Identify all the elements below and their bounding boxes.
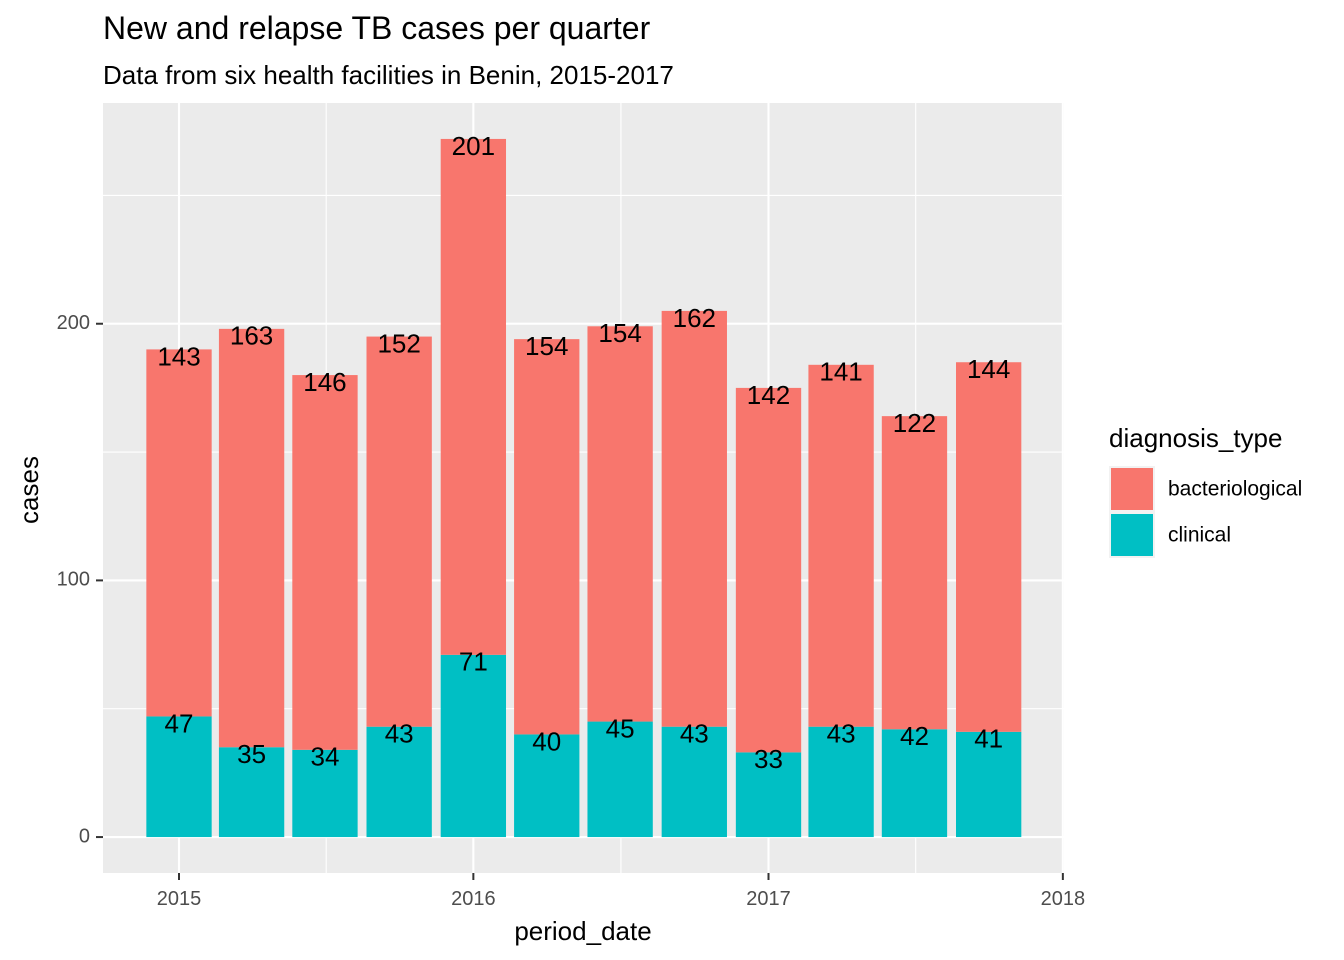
data-label: 71 [459, 647, 488, 677]
data-label: 41 [974, 724, 1003, 754]
legend: diagnosis_type bacteriological clinical [1109, 423, 1302, 558]
chart-title: New and relapse TB cases per quarter [103, 10, 651, 46]
bar-clinical [808, 726, 874, 838]
bars [146, 138, 1022, 838]
legend-title: diagnosis_type [1109, 423, 1282, 453]
data-label: 144 [967, 354, 1010, 384]
bar-bacteriological [735, 387, 802, 753]
data-label: 143 [157, 341, 200, 371]
data-label: 152 [377, 328, 420, 358]
data-label: 142 [747, 380, 790, 410]
x-tick-label: 2015 [157, 888, 202, 910]
bar-clinical [218, 747, 285, 838]
data-label: 154 [525, 331, 568, 361]
bar-clinical [587, 721, 653, 838]
data-label: 163 [230, 321, 273, 351]
bar-clinical [735, 752, 802, 838]
legend-key-clinical [1111, 514, 1153, 556]
bar-bacteriological [292, 375, 358, 750]
bar-clinical [661, 726, 727, 838]
bar-clinical [881, 729, 948, 838]
legend-label-bacteriological: bacteriological [1168, 478, 1302, 501]
bar-clinical [955, 731, 1022, 838]
y-tick-label: 0 [79, 825, 90, 847]
bar-bacteriological [440, 138, 507, 655]
data-label: 201 [452, 131, 495, 161]
data-label: 43 [680, 719, 709, 749]
bar-bacteriological [808, 364, 874, 727]
data-label: 33 [754, 744, 783, 774]
bar-bacteriological [587, 326, 653, 722]
data-label: 154 [598, 318, 641, 348]
data-label: 43 [385, 719, 414, 749]
x-tick-label: 2016 [451, 888, 496, 910]
bar-labels: 47 35 34 43 71 40 45 43 33 43 42 41 143 163 146 152 201 1… [157, 131, 1010, 774]
bar-bacteriological [881, 416, 948, 730]
bar-bacteriological [955, 362, 1022, 732]
data-label: 40 [532, 726, 561, 756]
x-axis: 2015 2016 2017 2018 [157, 873, 1085, 910]
data-label: 162 [673, 303, 716, 333]
data-label: 42 [900, 721, 929, 751]
x-tick-label: 2018 [1041, 888, 1086, 910]
x-tick-label: 2017 [746, 888, 791, 910]
bar-clinical [292, 749, 358, 838]
bar-bacteriological [146, 349, 212, 717]
data-label: 141 [819, 357, 862, 387]
bar-bacteriological [514, 339, 580, 735]
data-label: 45 [606, 713, 635, 743]
data-label: 34 [311, 742, 340, 772]
bar-clinical [514, 734, 580, 838]
bar-clinical [440, 654, 507, 838]
data-label: 35 [237, 739, 266, 769]
bar-bacteriological [218, 328, 285, 748]
y-tick-label: 100 [57, 569, 90, 591]
y-axis-title: cases [14, 456, 44, 524]
y-axis: 0 100 200 [57, 312, 103, 847]
data-label: 122 [893, 408, 936, 438]
y-tick-label: 200 [57, 312, 90, 334]
bar-bacteriological [661, 310, 727, 727]
bar-clinical [366, 726, 432, 838]
chart-subtitle: Data from six health facilities in Benin… [103, 60, 674, 90]
data-label: 146 [303, 367, 346, 397]
bar-clinical [146, 716, 212, 838]
legend-key-bacteriological [1111, 468, 1153, 510]
legend-label-clinical: clinical [1168, 524, 1231, 547]
x-axis-title: period_date [514, 916, 651, 946]
bar-bacteriological [366, 336, 432, 727]
data-label: 47 [165, 708, 194, 738]
data-label: 43 [827, 719, 856, 749]
